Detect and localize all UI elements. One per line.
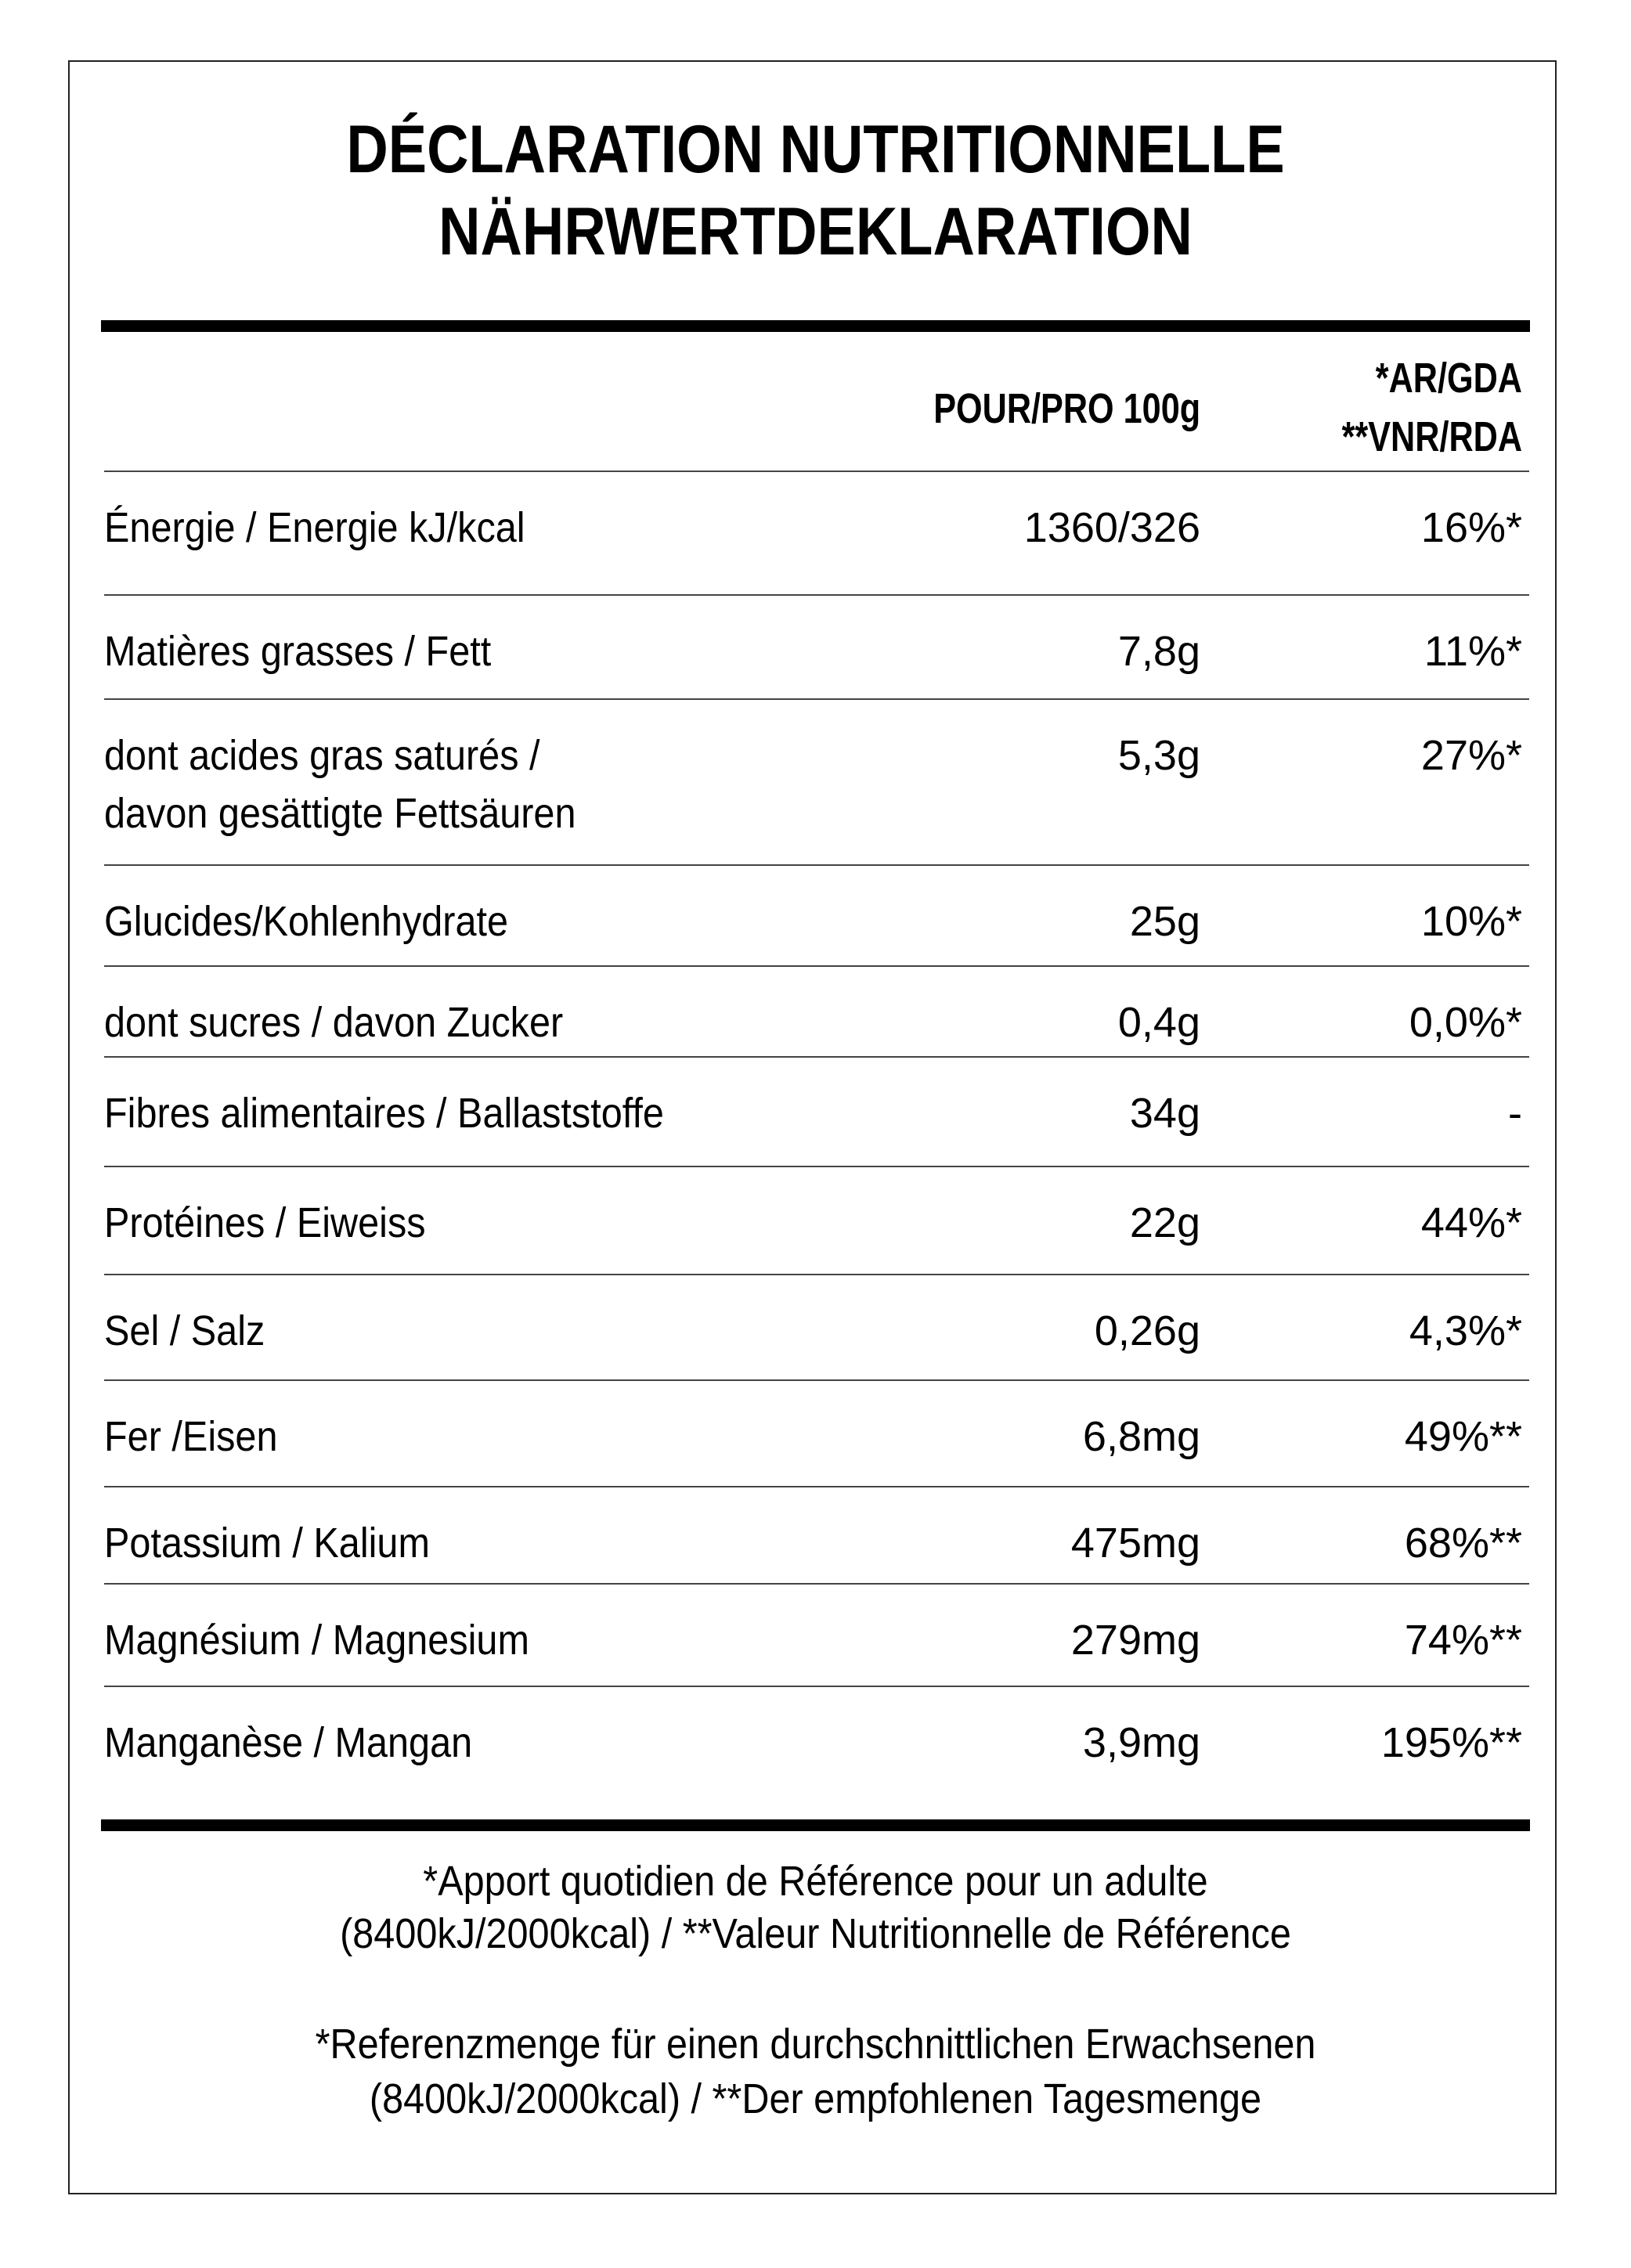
row-value: 1360/326: [1023, 504, 1200, 551]
row-value: 34g: [1129, 1090, 1200, 1137]
row-value: 6,8mg: [1082, 1413, 1200, 1460]
row-reference-intake: 11%*: [1424, 628, 1522, 675]
row-label: Énergie / Energie kJ/kcal: [104, 504, 525, 551]
footnote-french-2: (8400kJ/2000kcal) / **Valeur Nutritionne…: [340, 1910, 1291, 1957]
per-100g-header: POUR/PRO 100g: [933, 385, 1200, 432]
vnr-rda-header: **VNR/RDA: [1341, 413, 1522, 460]
row-label: Glucides/Kohlenhydrate: [104, 898, 509, 945]
label-frame: [68, 60, 1557, 2194]
row-reference-intake: 74%**: [1404, 1617, 1522, 1664]
row-label: Potassium / Kalium: [104, 1520, 430, 1567]
title-german: NÄHRWERTDEKLARATION: [438, 194, 1193, 269]
row-value: 475mg: [1070, 1520, 1200, 1567]
row-reference-intake: 68%**: [1404, 1520, 1522, 1567]
row-label: Magnésium / Magnesium: [104, 1617, 529, 1664]
row-divider: [104, 1686, 1529, 1687]
row-divider: [104, 965, 1529, 967]
title-french: DÉCLARATION NUTRITIONNELLE: [346, 112, 1285, 187]
row-label: Fibres alimentaires / Ballaststoffe: [104, 1090, 664, 1137]
row-reference-intake: 27%*: [1420, 732, 1522, 779]
row-value: 279mg: [1070, 1617, 1200, 1664]
row-divider: [104, 1056, 1529, 1058]
row-divider: [104, 864, 1529, 866]
row-label: Fer /Eisen: [104, 1413, 278, 1460]
row-divider: [104, 1166, 1529, 1167]
footnote-german-2: (8400kJ/2000kcal) / **Der empfohlenen Ta…: [369, 2075, 1262, 2122]
row-reference-intake: 44%*: [1420, 1199, 1522, 1246]
row-divider: [104, 594, 1529, 596]
row-value: 22g: [1129, 1199, 1200, 1246]
row-value: 0,26g: [1094, 1307, 1200, 1354]
row-value: 5,3g: [1117, 732, 1200, 779]
footnote-german-1: *Referenzmenge für einen durchschnittlic…: [315, 2021, 1316, 2068]
row-reference-intake: 49%**: [1404, 1413, 1522, 1460]
row-label: Manganèse / Mangan: [104, 1719, 473, 1766]
ar-gda-header: *AR/GDA: [1375, 355, 1522, 402]
row-label: dont sucres / davon Zucker: [104, 999, 564, 1046]
row-divider: [104, 698, 1529, 700]
row-reference-intake: 0,0%*: [1409, 999, 1522, 1046]
top-thick-divider: [101, 320, 1530, 332]
row-divider: [104, 1274, 1529, 1275]
row-divider: [104, 1379, 1529, 1381]
bottom-thick-divider: [101, 1819, 1530, 1831]
row-reference-intake: -: [1508, 1090, 1522, 1137]
header-divider: [104, 471, 1529, 472]
row-value: 7,8g: [1117, 628, 1200, 675]
row-label: Protéines / Eiweiss: [104, 1199, 426, 1246]
footnote-french-1: *Apport quotidien de Référence pour un a…: [423, 1858, 1208, 1905]
row-label: dont acides gras saturés / davon gesätti…: [104, 732, 576, 837]
row-divider: [104, 1583, 1529, 1585]
row-label: Sel / Salz: [104, 1307, 265, 1354]
row-reference-intake: 16%*: [1420, 504, 1522, 551]
row-divider: [104, 1486, 1529, 1487]
row-reference-intake: 4,3%*: [1409, 1307, 1522, 1354]
row-value: 25g: [1129, 898, 1200, 945]
row-reference-intake: 10%*: [1420, 898, 1522, 945]
row-label: Matières grasses / Fett: [104, 628, 492, 675]
row-reference-intake: 195%**: [1380, 1719, 1522, 1766]
row-value: 0,4g: [1117, 999, 1200, 1046]
row-value: 3,9mg: [1082, 1719, 1200, 1766]
